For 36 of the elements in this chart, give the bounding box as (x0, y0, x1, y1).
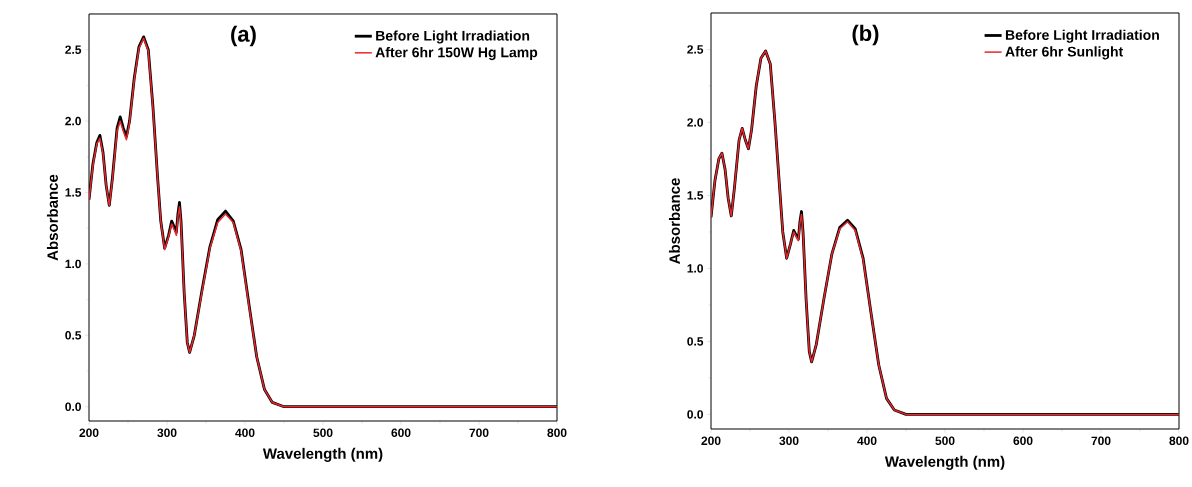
x-axis-title: Wavelength (nm) (262, 447, 383, 462)
y-tick-label: 2.5 (65, 45, 82, 54)
y-tick-label: 2.0 (687, 118, 703, 127)
x-tick-label: 500 (935, 436, 955, 446)
y-axis-title: Absorbance (668, 178, 680, 264)
x-tick-label: 400 (857, 436, 877, 446)
legend-label: Before Light Irradiation (1005, 29, 1159, 43)
y-tick-label: 0.5 (687, 337, 704, 346)
annotation: (a) (231, 25, 256, 47)
x-tick-label: 600 (1013, 436, 1033, 446)
y-tick-label: 1.0 (687, 264, 703, 273)
x-tick-label: 700 (469, 428, 489, 438)
x-tick-label: 200 (79, 428, 99, 438)
x-tick-label: 500 (313, 428, 333, 438)
x-axis-title: Wavelength (nm) (884, 455, 1005, 470)
y-tick-label: 2.0 (65, 116, 81, 126)
y-tick-label: 2.5 (687, 45, 704, 54)
y-tick-label: 1.5 (687, 191, 704, 200)
x-tick-label: 300 (157, 428, 177, 438)
y-tick-label: 0.0 (687, 410, 703, 419)
x-tick-label: 200 (701, 436, 721, 446)
x-tick-label: 300 (779, 436, 799, 446)
legend-label: After 6hr Sunlight (1005, 46, 1124, 60)
legend-label: After 6hr 150W Hg Lamp (375, 47, 538, 61)
x-tick-label: 800 (1169, 436, 1189, 446)
x-tick-label: 400 (235, 428, 255, 438)
x-tick-label: 600 (391, 428, 411, 438)
x-tick-label: 800 (547, 428, 567, 438)
y-tick-label: 1.5 (65, 188, 82, 197)
y-tick-label: 0.0 (65, 402, 81, 411)
y-tick-label: 1.0 (65, 259, 81, 269)
y-tick-label: 0.5 (65, 331, 82, 340)
legend-label: Before Light Irradiation (376, 30, 530, 44)
x-tick-label: 700 (1091, 436, 1111, 446)
annotation: (b) (852, 24, 879, 46)
y-axis-title: Absorbance (46, 174, 58, 261)
